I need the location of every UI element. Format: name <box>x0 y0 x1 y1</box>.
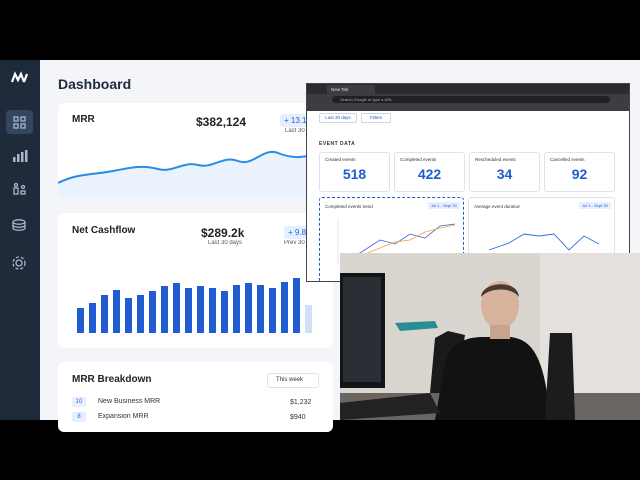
stat-label: Rescheduled events <box>475 157 516 162</box>
tab-bar <box>307 84 629 94</box>
tab[interactable]: New Tab <box>327 85 375 94</box>
stat-card: Completed events 422 <box>394 152 465 192</box>
breakdown-card: MRR Breakdown This week 10 New Business M… <box>58 362 333 432</box>
stat-card: Cancelled events 92 <box>544 152 615 192</box>
period: Last 30 d <box>285 128 310 134</box>
dropdown[interactable]: This week <box>267 373 319 388</box>
row-count: 8 <box>72 412 86 422</box>
stat-label: Cancelled events <box>550 157 585 162</box>
page-title: Dashboard <box>58 76 132 92</box>
duration-line <box>488 233 600 251</box>
stat-card: Created events 518 <box>319 152 390 192</box>
chart-title: Completed events trend <box>325 204 373 209</box>
browser-window: New Tab Search Google or type a URL Last… <box>306 83 630 282</box>
card-value: $382,124 <box>196 115 247 129</box>
row-value: $1,232 <box>290 399 312 406</box>
row-count: 10 <box>72 397 86 407</box>
card-label: MRR <box>72 114 95 125</box>
cashflow-bars <box>77 278 312 333</box>
stat-value: 92 <box>571 166 588 182</box>
card-label: Net Cashflow <box>72 225 136 236</box>
row-value: $940 <box>290 414 306 421</box>
stat-card: Rescheduled events 34 <box>469 152 540 192</box>
stat-value: 34 <box>496 166 513 182</box>
card-title: MRR Breakdown <box>72 374 152 385</box>
stat-value: 422 <box>417 166 442 182</box>
stat-label: Completed events <box>400 157 437 162</box>
chart-title: Average event duration <box>474 204 521 209</box>
date-range: Jul 1 - Sept 30 <box>579 202 611 209</box>
mrr-card: MRR $382,124 + 13.15 Last 30 d <box>58 103 333 198</box>
address-bar[interactable]: Search Google or type a URL <box>332 96 610 103</box>
webcam <box>340 253 640 420</box>
row-label: New Business MRR <box>98 398 161 405</box>
period: Last 30 days <box>208 240 243 246</box>
section-title: EVENT DATA <box>319 141 356 147</box>
card-value: $289.2k <box>201 226 245 240</box>
period: Prev 30 da <box>284 240 314 246</box>
mrr-line <box>58 148 333 198</box>
stat-value: 518 <box>342 166 367 182</box>
sidebar <box>0 60 40 420</box>
date-range: Jul 1 - Sept 30 <box>428 202 460 209</box>
stat-label: Created events <box>325 157 356 162</box>
row-label: Expansion MRR <box>98 413 149 420</box>
button[interactable]: Filters <box>361 113 391 123</box>
sidebar-icons <box>6 71 33 270</box>
button[interactable]: Last 30 days <box>319 113 357 123</box>
cashflow-card: Net Cashflow $289.2k Last 30 days + 9.89… <box>58 213 333 348</box>
